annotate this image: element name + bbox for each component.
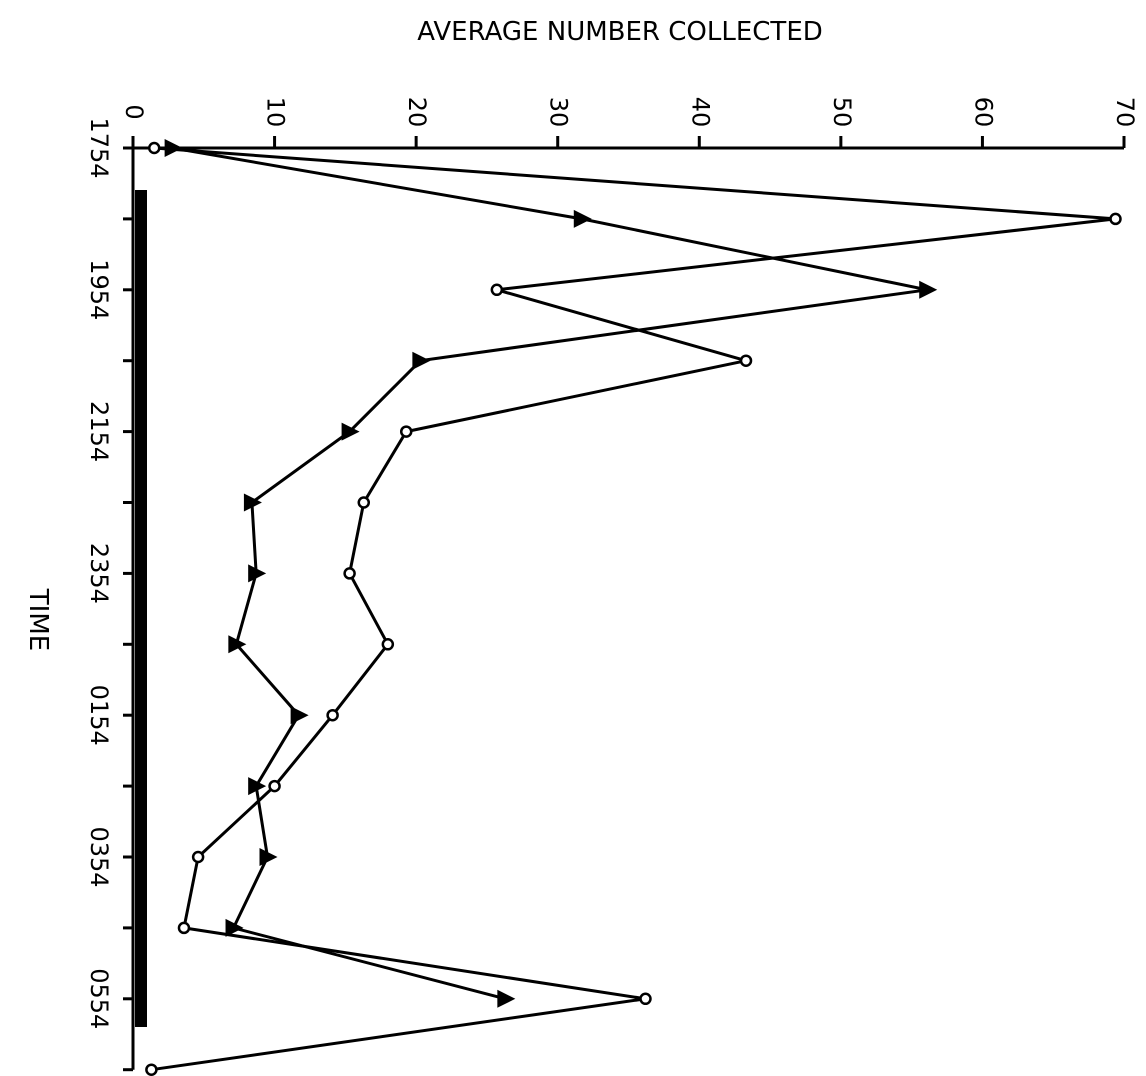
marker [343,567,356,580]
x-tick-label: 0354 [85,826,113,887]
marker [399,425,413,438]
y-tick-label: 20 [403,97,431,128]
marker [326,708,339,722]
marker [919,280,938,299]
marker [739,354,753,367]
marker [412,351,431,370]
marker [1109,212,1122,226]
x-tick-label: 0154 [85,685,113,746]
dark-period-bar [135,190,147,1027]
marker [177,921,191,935]
marker [248,777,267,796]
marker [341,422,360,441]
marker [228,635,247,654]
marker [573,209,592,228]
series-line [172,146,928,1001]
marker [243,493,262,512]
marker [145,1063,158,1076]
x-tick-label: 1954 [85,259,113,320]
x-tick-label: 1754 [85,117,113,178]
y-tick-label: 50 [828,97,856,128]
y-tick-label: 40 [686,97,714,128]
y-tick-label: 70 [1111,97,1139,128]
marker [147,141,161,155]
marker [225,918,244,937]
marker [259,848,278,866]
marker [290,706,309,725]
y-tick-label: 30 [545,97,573,128]
marker [268,779,281,793]
marker [248,564,267,583]
x-tick-label: 0554 [85,968,113,1029]
marker [490,283,504,297]
x-tick-label: 2154 [85,401,113,462]
marker [357,496,371,509]
series-line [151,146,1116,1072]
chart-title: AVERAGE NUMBER COLLECTED [417,17,823,47]
marker [639,992,652,1006]
marker [164,139,183,157]
x-tick-label: 2354 [85,543,113,604]
y-tick-label: 0 [120,104,148,119]
axis-label: TIME [23,588,53,651]
marker [191,850,205,864]
y-tick-label: 60 [969,97,997,128]
y-tick-label: 10 [262,97,290,128]
marker [497,989,516,1008]
marker [381,638,395,651]
